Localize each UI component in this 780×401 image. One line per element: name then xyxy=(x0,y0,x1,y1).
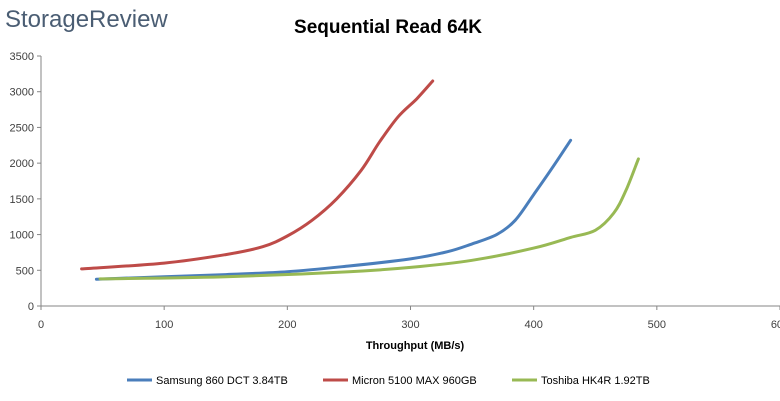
legend-label: Micron 5100 MAX 960GB xyxy=(352,375,477,387)
legend-label: Samsung 860 DCT 3.84TB xyxy=(156,375,288,387)
legend: Samsung 860 DCT 3.84TB Micron 5100 MAX 96… xyxy=(127,375,650,387)
x-tick-label: 600 xyxy=(771,319,780,331)
series-layer xyxy=(80,79,640,281)
y-tick-label: 500 xyxy=(16,265,34,277)
x-tick-label: 200 xyxy=(278,319,296,331)
y-tick-label: 3000 xyxy=(10,87,34,99)
storagereview-logo: StorageReview xyxy=(5,6,168,33)
y-tick-label: 2500 xyxy=(10,122,34,134)
series-line-samsung-860-dct-3-84tb xyxy=(94,138,573,281)
legend-label: Toshiba HK4R 1.92TB xyxy=(541,375,650,387)
y-tick-label: 1500 xyxy=(10,194,34,206)
x-tick-label: 400 xyxy=(524,319,542,331)
x-tick-label: 300 xyxy=(401,319,419,331)
series-line-toshiba-hk4r-1-92tb xyxy=(98,157,640,281)
series-line-micron-5100-max-960gb xyxy=(80,79,435,271)
x-tick-label: 0 xyxy=(38,319,44,331)
y-tick-label: 2000 xyxy=(10,158,34,170)
y-tick-label: 0 xyxy=(28,301,34,313)
x-tick-label: 500 xyxy=(648,319,666,331)
axes: 0 500 1000 1500 2000 2500 3000 3500 0 100 200 300 40… xyxy=(10,51,780,331)
x-tick-label: 100 xyxy=(155,319,173,331)
y-tick-label: 3500 xyxy=(10,51,34,63)
y-tick-label: 1000 xyxy=(10,230,34,242)
chart-title: Sequential Read 64K xyxy=(294,17,482,38)
x-axis-label: Throughput (MB/s) xyxy=(366,340,465,352)
